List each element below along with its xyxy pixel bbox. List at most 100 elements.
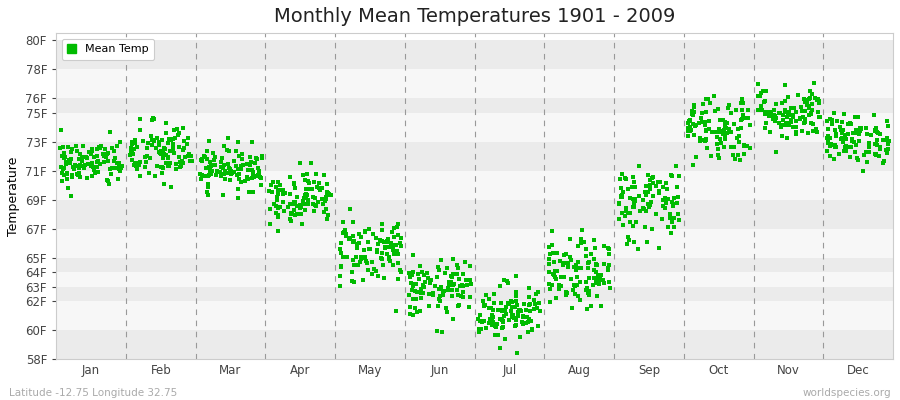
Point bbox=[714, 140, 728, 146]
Point bbox=[253, 174, 267, 180]
Point bbox=[124, 145, 139, 151]
Point bbox=[131, 160, 146, 166]
Point bbox=[872, 152, 886, 159]
Point bbox=[645, 174, 660, 181]
Point bbox=[286, 201, 301, 208]
Point bbox=[876, 137, 890, 143]
Point bbox=[729, 107, 743, 113]
Point bbox=[632, 163, 646, 170]
Point bbox=[251, 165, 266, 171]
Point bbox=[838, 144, 852, 150]
Point bbox=[574, 240, 589, 246]
Point bbox=[620, 241, 634, 247]
Point bbox=[149, 135, 164, 141]
Point bbox=[500, 278, 515, 284]
Point bbox=[641, 200, 655, 207]
Point bbox=[200, 156, 214, 163]
Point bbox=[281, 204, 295, 210]
Point bbox=[508, 304, 523, 310]
Point bbox=[454, 293, 469, 300]
Point bbox=[382, 258, 397, 264]
Point bbox=[453, 283, 467, 290]
Point bbox=[250, 156, 265, 162]
Point bbox=[231, 166, 246, 172]
Point bbox=[867, 111, 881, 118]
Point bbox=[737, 143, 751, 150]
Point bbox=[664, 230, 679, 237]
Title: Monthly Mean Temperatures 1901 - 2009: Monthly Mean Temperatures 1901 - 2009 bbox=[274, 7, 675, 26]
Point bbox=[351, 262, 365, 268]
Point bbox=[84, 163, 98, 170]
Point bbox=[868, 151, 883, 158]
Point bbox=[848, 149, 862, 156]
Point bbox=[450, 271, 464, 278]
Point bbox=[453, 302, 467, 308]
Point bbox=[132, 158, 147, 165]
Point bbox=[230, 148, 244, 154]
Point bbox=[633, 208, 647, 214]
Point bbox=[56, 166, 70, 172]
Point bbox=[600, 245, 615, 252]
Point bbox=[766, 116, 780, 122]
Point bbox=[531, 289, 545, 296]
Point bbox=[460, 281, 474, 288]
Point bbox=[513, 334, 527, 341]
Point bbox=[616, 222, 630, 229]
Point bbox=[740, 143, 754, 150]
Point bbox=[245, 174, 259, 181]
Point bbox=[172, 153, 186, 160]
Point bbox=[702, 118, 716, 124]
Point bbox=[230, 139, 245, 145]
Point bbox=[436, 287, 450, 294]
Point bbox=[164, 136, 178, 143]
Point bbox=[320, 189, 334, 196]
Point bbox=[521, 329, 535, 335]
Point bbox=[752, 93, 767, 100]
Point bbox=[393, 269, 408, 276]
Point bbox=[421, 291, 436, 298]
Point bbox=[698, 128, 713, 134]
Legend: Mean Temp: Mean Temp bbox=[62, 39, 154, 60]
Point bbox=[403, 304, 418, 311]
Point bbox=[741, 107, 755, 114]
Point bbox=[572, 242, 586, 249]
Point bbox=[652, 179, 667, 185]
Point bbox=[824, 117, 839, 124]
Point bbox=[810, 96, 824, 102]
Point bbox=[90, 159, 104, 166]
Point bbox=[661, 195, 675, 202]
Point bbox=[411, 276, 426, 282]
Point bbox=[439, 305, 454, 312]
Point bbox=[718, 124, 733, 131]
Point bbox=[475, 298, 490, 304]
Point bbox=[559, 292, 573, 298]
Point bbox=[850, 155, 864, 161]
Point bbox=[802, 103, 816, 109]
Point bbox=[172, 144, 186, 150]
Point bbox=[127, 146, 141, 153]
Point bbox=[851, 157, 866, 163]
Point bbox=[844, 120, 859, 127]
Point bbox=[505, 312, 519, 318]
Point bbox=[788, 128, 803, 135]
Point bbox=[373, 237, 387, 244]
Point bbox=[231, 153, 246, 160]
Point bbox=[170, 126, 184, 132]
Point bbox=[601, 246, 616, 253]
Point bbox=[696, 136, 710, 143]
Point bbox=[778, 107, 792, 113]
Point bbox=[590, 262, 604, 268]
Point bbox=[571, 293, 585, 300]
Point bbox=[103, 129, 117, 136]
Point bbox=[284, 210, 298, 217]
Point bbox=[564, 276, 579, 282]
Point bbox=[166, 146, 180, 153]
Point bbox=[590, 276, 605, 282]
Point bbox=[730, 135, 744, 141]
Point bbox=[125, 150, 140, 157]
Point bbox=[429, 274, 444, 280]
Point bbox=[736, 112, 751, 118]
Point bbox=[184, 158, 199, 164]
Point bbox=[176, 125, 190, 131]
Point bbox=[615, 170, 629, 177]
